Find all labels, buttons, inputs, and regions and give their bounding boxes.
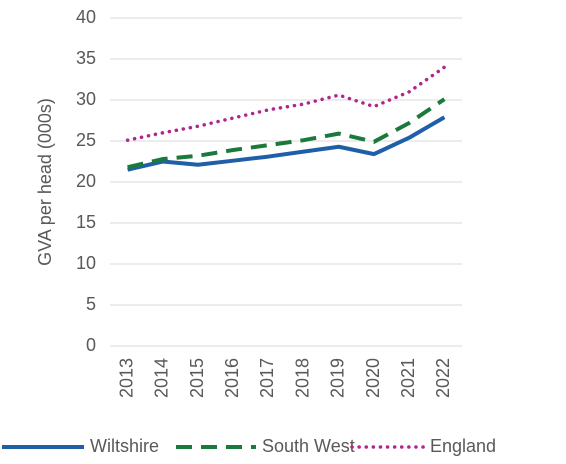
x-tick-label: 2014: [152, 358, 172, 398]
x-tick-label: 2018: [292, 358, 312, 398]
x-tick-label: 2015: [187, 358, 207, 398]
x-tick-label: 2022: [433, 358, 453, 398]
y-tick-label: 10: [76, 253, 96, 273]
y-tick-label: 25: [76, 130, 96, 150]
y-tick-label: 35: [76, 48, 96, 68]
y-tick-label: 20: [76, 171, 96, 191]
y-axis-title: GVA per head (000s): [35, 98, 55, 266]
series-line: [127, 115, 446, 172]
x-tick-label: 2019: [328, 358, 348, 398]
series-line: [125, 65, 447, 142]
legend-label: Wiltshire: [90, 436, 159, 456]
legend-label: South West: [262, 436, 355, 456]
y-tick-label: 40: [76, 7, 96, 27]
legend-label: England: [430, 436, 496, 456]
x-tick-label: 2021: [398, 358, 418, 398]
x-tick-label: 2020: [363, 358, 383, 398]
y-tick-label: 30: [76, 89, 96, 109]
y-tick-label: 5: [86, 294, 96, 314]
y-tick-label: 15: [76, 212, 96, 232]
x-tick-label: 2016: [222, 358, 242, 398]
series-line: [127, 97, 446, 170]
x-tick-label: 2017: [257, 358, 277, 398]
y-tick-label: 0: [86, 335, 96, 355]
x-tick-label: 2013: [116, 358, 136, 398]
